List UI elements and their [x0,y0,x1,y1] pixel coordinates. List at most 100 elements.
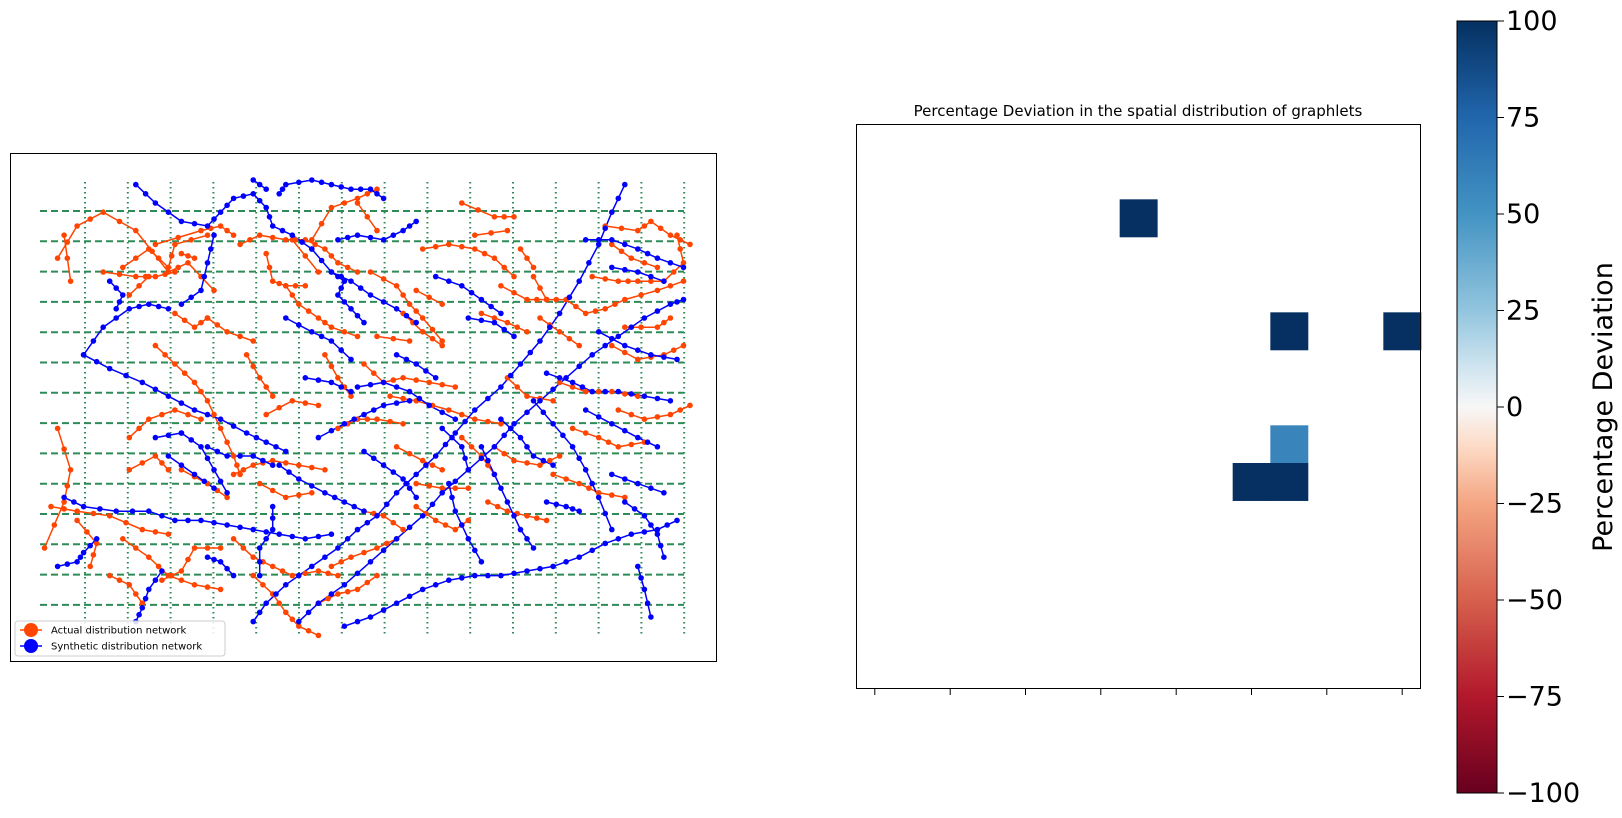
synthetic-network-node [178,430,185,436]
synthetic-network-node [269,526,276,533]
synthetic-network-node [622,342,628,349]
actual-network-node [429,462,436,469]
synthetic-network-node [165,393,172,400]
actual-network-node [312,241,318,248]
actual-network-node [641,260,648,266]
synthetic-network-node [217,478,224,485]
synthetic-network-node [664,522,670,528]
synthetic-network-node [485,457,491,464]
actual-network-node [361,361,367,367]
synthetic-network-node [224,453,230,459]
actual-network-node [230,453,237,459]
actual-network-node [338,559,345,565]
actual-network-node [628,441,635,448]
actual-network-node [524,513,530,519]
synthetic-network-node [550,563,556,570]
actual-network-node [524,255,530,261]
actual-network-node [622,349,628,356]
synthetic-network-node [374,513,380,519]
actual-network-node [341,200,348,206]
actual-network-node [622,494,628,501]
synthetic-network-node [348,278,354,285]
actual-network-node [204,584,211,590]
actual-network-node [146,554,152,560]
synthetic-network-node [315,377,322,383]
actual-network-node [61,506,67,512]
synthetic-network-node [680,296,687,303]
synthetic-network-node [380,607,387,613]
actual-network-node [550,471,556,478]
synthetic-network-node [517,361,524,367]
synthetic-network-node [609,421,615,427]
actual-network-node [289,292,296,298]
synthetic-network-node [403,480,410,487]
synthetic-network-node [256,572,263,579]
synthetic-network-node [419,586,426,593]
actual-network-node [90,552,97,558]
synthetic-network-node [413,494,420,501]
actual-network-node [674,232,680,238]
synthetic-network-node [507,425,514,432]
actual-network-node [348,393,354,400]
actual-network-node [374,227,380,234]
synthetic-network-node [139,379,146,386]
actual-network-node [667,232,674,238]
actual-network-node [374,333,380,340]
synthetic-network-node [328,591,335,597]
synthetic-network-node [240,193,247,199]
actual-network-node [126,292,133,298]
actual-network-node [511,273,517,280]
synthetic-network-node [341,278,348,285]
actual-network-node [328,253,335,259]
actual-network-node [230,232,237,238]
synthetic-network-node [380,402,387,409]
legend-synthetic-marker [24,639,38,653]
synthetic-network-node [589,480,595,487]
synthetic-network-node [136,303,142,310]
actual-network-node [589,273,595,280]
synthetic-network-node [491,444,498,450]
actual-network-node [126,467,133,473]
synthetic-network-node [230,423,237,429]
synthetic-network-node [468,289,475,296]
synthetic-network-node [609,209,615,215]
synthetic-network-node [661,490,667,496]
synthetic-network-node [237,524,243,531]
actual-network-node [413,480,420,487]
actual-network-node [100,209,106,215]
actual-network-node [269,457,276,464]
synthetic-network-node [661,278,667,285]
synthetic-network-node [230,195,237,202]
actual-network-node [74,223,80,229]
synthetic-network-node [501,326,508,333]
synthetic-network-node [266,214,273,220]
actual-network-node [534,515,540,521]
actual-network-node [217,545,224,551]
synthetic-network-node [569,444,576,450]
synthetic-network-node [661,354,667,360]
synthetic-network-node [553,501,560,508]
actual-network-node [459,200,465,206]
actual-network-node [622,324,628,331]
synthetic-network-node [628,324,635,331]
synthetic-network-node [155,303,162,310]
actual-network-node [54,255,61,261]
actual-network-node [537,462,543,469]
synthetic-network-node [201,478,208,485]
actual-network-node [576,342,582,349]
actual-network-node [84,529,90,535]
synthetic-network-node [116,299,123,305]
synthetic-network-node [165,306,172,312]
actual-network-node [517,246,524,252]
synthetic-network-node [400,476,406,482]
actual-network-node [680,260,687,266]
synthetic-network-node [635,246,641,252]
synthetic-network-node [644,600,651,606]
actual-network-node [641,223,648,229]
actual-network-node [335,260,341,266]
synthetic-network-node [511,421,517,427]
actual-network-node [635,356,641,363]
synthetic-network-node [159,513,165,519]
synthetic-network-node [296,476,302,482]
synthetic-network-node [159,568,165,574]
